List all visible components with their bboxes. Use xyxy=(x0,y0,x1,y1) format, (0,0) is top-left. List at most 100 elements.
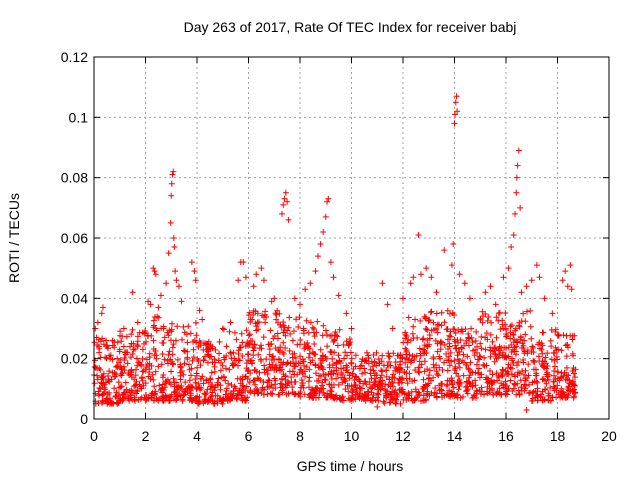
data-point xyxy=(539,350,546,357)
data-point xyxy=(251,390,258,397)
data-point xyxy=(192,376,199,383)
data-point xyxy=(197,362,204,369)
data-point xyxy=(342,378,349,385)
data-point xyxy=(245,332,252,339)
data-point xyxy=(150,376,157,383)
data-point xyxy=(466,295,473,302)
data-point xyxy=(242,373,249,380)
data-point xyxy=(187,330,194,337)
chart-title: Day 263 of 2017, Rate Of TEC Index for r… xyxy=(184,19,517,35)
data-point xyxy=(529,343,536,350)
data-point xyxy=(330,381,337,388)
data-point xyxy=(421,368,428,375)
data-point xyxy=(195,380,202,387)
data-point xyxy=(227,319,234,326)
data-point xyxy=(303,363,310,370)
data-point xyxy=(190,354,197,361)
data-point xyxy=(202,391,209,398)
data-point xyxy=(346,341,353,348)
data-point xyxy=(444,381,451,388)
data-point xyxy=(209,389,216,396)
data-point xyxy=(536,357,543,364)
data-point xyxy=(460,372,467,379)
data-point xyxy=(278,381,285,388)
x-tick-label: 10 xyxy=(344,428,360,444)
data-point xyxy=(250,311,257,318)
data-point xyxy=(278,366,285,373)
data-point xyxy=(378,380,385,387)
data-point xyxy=(565,383,572,390)
data-point xyxy=(159,351,166,358)
data-point xyxy=(461,280,468,287)
data-point xyxy=(251,342,258,349)
data-point xyxy=(101,382,108,389)
data-point xyxy=(103,337,110,344)
data-point xyxy=(142,366,149,373)
data-point xyxy=(412,386,419,393)
data-point xyxy=(334,342,341,349)
data-point xyxy=(333,375,340,382)
data-point xyxy=(464,386,471,393)
data-point xyxy=(564,376,571,383)
data-point xyxy=(420,335,427,342)
data-point xyxy=(492,301,499,308)
data-point xyxy=(102,398,109,405)
data-point xyxy=(476,374,483,381)
data-point xyxy=(509,388,516,395)
data-point xyxy=(165,351,172,358)
data-point xyxy=(500,274,507,281)
data-point xyxy=(567,262,574,269)
data-point xyxy=(487,378,494,385)
data-point xyxy=(563,353,570,360)
data-point xyxy=(203,390,210,397)
data-point xyxy=(325,370,332,377)
data-point xyxy=(243,397,250,404)
data-point xyxy=(194,356,201,363)
data-point xyxy=(342,386,349,393)
data-point xyxy=(345,388,352,395)
data-point xyxy=(278,375,285,382)
data-point xyxy=(196,393,203,400)
data-point xyxy=(174,392,181,399)
data-point xyxy=(427,309,434,316)
data-point xyxy=(367,366,374,373)
data-point xyxy=(229,362,236,369)
data-point xyxy=(259,312,266,319)
data-point xyxy=(379,352,386,359)
data-point xyxy=(117,397,124,404)
data-point xyxy=(115,379,122,386)
data-point xyxy=(489,338,496,345)
data-point xyxy=(460,351,467,358)
data-point xyxy=(405,336,412,343)
data-point xyxy=(327,387,334,394)
data-point xyxy=(134,343,141,350)
data-point xyxy=(114,339,121,346)
data-point xyxy=(124,360,131,367)
data-point xyxy=(233,336,240,343)
data-point xyxy=(261,362,268,369)
data-point xyxy=(410,274,417,281)
data-point xyxy=(454,108,461,115)
data-point xyxy=(324,198,331,205)
data-point xyxy=(262,319,269,326)
data-point xyxy=(180,371,187,378)
data-point xyxy=(567,332,574,339)
data-point xyxy=(172,337,179,344)
data-point xyxy=(365,354,372,361)
data-point xyxy=(434,340,441,347)
data-point xyxy=(369,397,376,404)
data-point xyxy=(562,268,569,275)
data-point xyxy=(340,397,347,404)
data-point xyxy=(280,371,287,378)
data-point xyxy=(403,333,410,340)
data-point xyxy=(451,120,458,127)
data-point xyxy=(177,369,184,376)
data-point xyxy=(540,329,547,336)
data-point xyxy=(336,326,343,333)
data-point xyxy=(300,384,307,391)
data-point xyxy=(284,327,291,334)
data-point xyxy=(120,325,127,332)
data-point xyxy=(127,354,134,361)
data-point xyxy=(465,378,472,385)
data-point xyxy=(177,376,184,383)
